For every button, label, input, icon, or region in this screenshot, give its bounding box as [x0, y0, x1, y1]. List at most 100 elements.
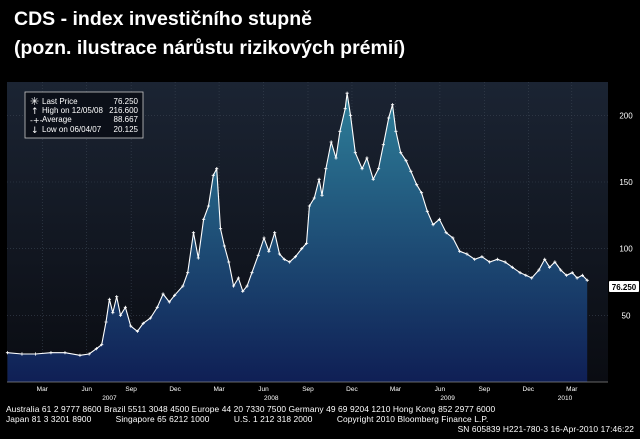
x-tick-label: Dec	[169, 386, 181, 393]
data-point	[181, 284, 185, 288]
series-area	[7, 93, 588, 382]
x-tick-label: Mar	[566, 386, 578, 393]
data-point	[564, 273, 569, 277]
data-point	[312, 196, 316, 200]
data-point	[376, 167, 381, 171]
y-tick-label: 50	[622, 311, 631, 320]
data-point	[282, 257, 286, 261]
data-point	[173, 293, 177, 297]
data-point	[320, 193, 324, 197]
data-point	[236, 276, 241, 280]
data-point	[222, 244, 227, 248]
x-tick-label: Sep	[302, 386, 314, 393]
chart-subtitle: (pozn. ilustrace nárůstu rizikových prém…	[14, 37, 406, 59]
data-point	[277, 252, 282, 256]
y-tick-label: 100	[619, 245, 633, 254]
data-point	[148, 316, 153, 320]
data-point	[206, 204, 211, 208]
data-point	[267, 249, 271, 253]
data-point	[324, 167, 328, 171]
x-tick-label: Jun	[258, 386, 269, 393]
data-point	[107, 297, 112, 301]
data-point	[329, 140, 333, 144]
data-point	[543, 257, 547, 261]
x-year-label: 2009	[440, 395, 455, 402]
data-point	[227, 260, 231, 264]
data-point	[451, 236, 455, 240]
x-tick-label: Mar	[390, 386, 402, 393]
data-point	[202, 217, 206, 221]
data-point	[250, 271, 254, 275]
series-line	[7, 93, 588, 356]
x-tick-label: Sep	[125, 386, 137, 393]
data-point	[118, 313, 123, 317]
data-point	[345, 91, 349, 95]
data-point	[104, 320, 108, 324]
x-tick-label: Mar	[213, 386, 225, 393]
data-point	[465, 252, 469, 256]
data-point	[437, 217, 441, 221]
data-point	[553, 260, 557, 264]
x-year-label: 2010	[558, 395, 573, 402]
data-point	[547, 265, 552, 269]
data-point	[348, 113, 353, 117]
legend-value: 20.125	[114, 125, 139, 134]
data-point	[343, 107, 347, 111]
data-point	[415, 183, 419, 187]
data-point	[390, 103, 395, 107]
y-tick-label: 200	[619, 111, 633, 120]
data-point	[404, 159, 408, 163]
data-point	[155, 305, 159, 309]
data-point	[530, 276, 534, 280]
data-point	[317, 177, 321, 181]
data-point	[518, 271, 522, 275]
data-point	[241, 289, 245, 293]
data-point	[49, 351, 53, 355]
data-point	[580, 273, 585, 277]
x-tick-label: Mar	[37, 386, 49, 393]
data-point	[334, 156, 338, 160]
legend-row-low: ↓ Low on 06/04/07 20.125	[31, 125, 139, 136]
data-point	[245, 284, 249, 288]
data-point	[387, 116, 391, 120]
legend-value: 216.600	[109, 106, 138, 115]
data-point	[488, 260, 492, 264]
data-point	[123, 305, 127, 309]
data-point	[218, 227, 223, 231]
data-point	[256, 253, 260, 257]
data-point	[87, 352, 91, 356]
y-tick-label: 150	[619, 178, 633, 187]
data-point	[338, 129, 342, 133]
data-point	[231, 284, 236, 288]
legend-label: Last Price	[42, 97, 78, 106]
last-value-label: 76.250	[612, 283, 637, 292]
data-point	[495, 257, 499, 261]
data-point	[196, 256, 200, 260]
data-point	[5, 351, 10, 355]
arrow-up-icon: ↑	[31, 107, 39, 117]
data-point	[33, 352, 38, 356]
legend-label: Low on 06/04/07	[42, 125, 102, 134]
data-point	[394, 129, 398, 133]
data-point	[211, 173, 215, 177]
legend-label: High on 12/05/08	[42, 106, 103, 115]
data-point	[186, 271, 190, 275]
data-point	[167, 300, 171, 304]
legend-value: 88.667	[114, 115, 139, 124]
footer-serial-line: SN 605839 H221-780-3 16-Apr-2010 17:46:2…	[457, 424, 634, 434]
data-point	[419, 191, 424, 195]
data-point	[63, 351, 67, 355]
y-axis: 50 100 150 200	[619, 111, 633, 320]
data-point	[510, 265, 514, 269]
data-point	[288, 260, 292, 264]
data-point	[480, 255, 484, 259]
data-point	[503, 260, 507, 264]
series-markers	[5, 91, 589, 357]
legend-box: ✳ Last Price 76.250 ↑ High on 12/05/08 2…	[24, 91, 144, 139]
data-point	[100, 343, 104, 347]
data-point	[141, 321, 145, 325]
data-point	[371, 177, 375, 181]
data-point	[94, 347, 98, 351]
data-point	[431, 223, 435, 227]
